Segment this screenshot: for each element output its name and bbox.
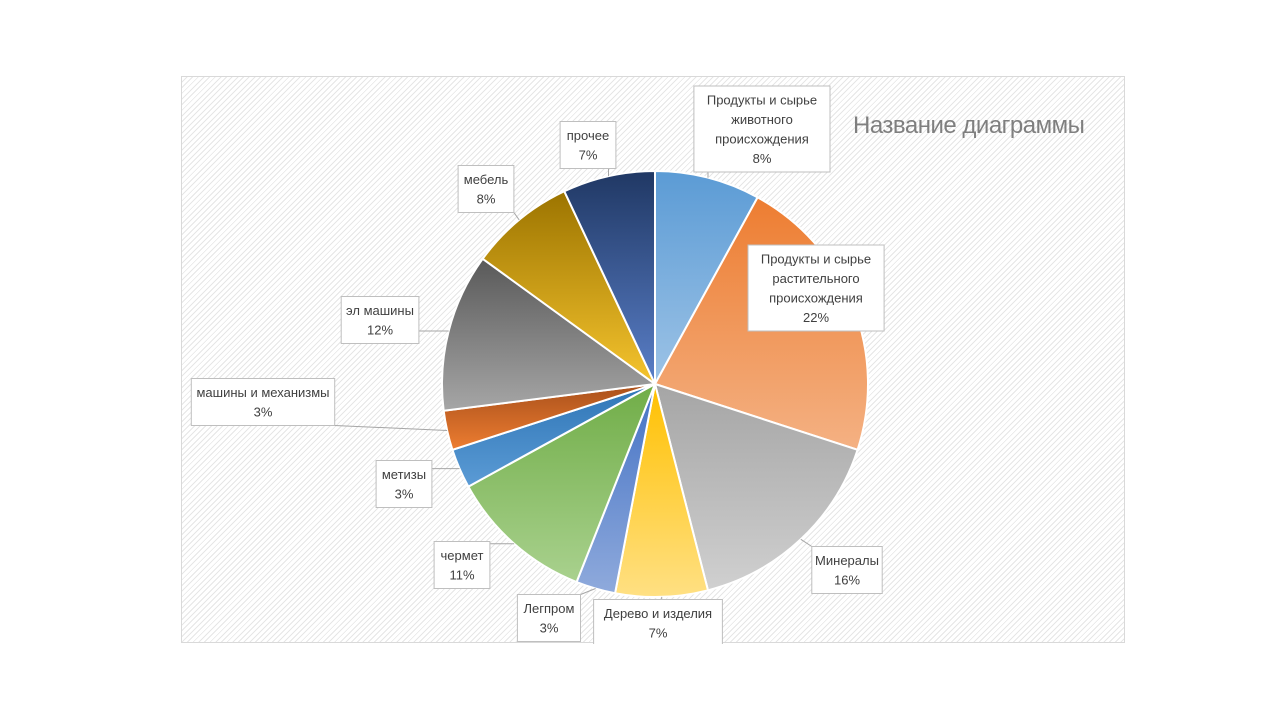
data-label: прочее 7%	[559, 121, 617, 169]
data-label-value: 16%	[834, 572, 860, 587]
data-label-category: растительного	[772, 271, 859, 286]
data-label-value: 3%	[540, 620, 559, 635]
data-label-category: Минералы	[815, 553, 879, 568]
pie-slice	[481, 189, 656, 385]
data-label-category: Дерево и изделия	[604, 606, 712, 621]
data-label: чермет 11%	[433, 541, 491, 589]
data-label-value: 8%	[477, 191, 496, 206]
data-label: метизы 3%	[375, 460, 433, 508]
data-label-box	[811, 546, 883, 594]
data-label-box	[693, 85, 831, 173]
leader-line	[334, 425, 448, 431]
data-label: машины и механизмы 3%	[190, 378, 336, 426]
data-label: Дерево и изделия 7%	[593, 599, 723, 644]
data-label: Минералы 16%	[811, 546, 883, 594]
pie-slice	[562, 169, 656, 385]
data-label-category: Продукты и сырье	[761, 251, 871, 266]
data-label-value: 3%	[254, 404, 273, 419]
data-label-value: 12%	[367, 322, 393, 337]
data-label-box	[457, 165, 515, 213]
data-label-category: Продукты и сырье	[707, 92, 817, 107]
data-label-box	[747, 244, 885, 332]
data-label-category: метизы	[382, 467, 426, 482]
pie-slices	[441, 169, 869, 598]
data-label: мебель 8%	[457, 165, 515, 213]
data-label-category: Легпром	[524, 601, 575, 616]
data-label: Продукты и сырье растительного происхожден…	[747, 244, 885, 332]
chart-area: Продукты и сырье животного происхождения 8%…	[181, 76, 1125, 644]
data-label-box	[516, 594, 581, 642]
data-label-box	[593, 599, 723, 644]
data-label-value: 7%	[649, 625, 668, 640]
data-label-box	[433, 541, 491, 589]
chart-title: Название диаграммы	[853, 112, 1084, 139]
leader-line	[800, 538, 813, 547]
data-labels: Продукты и сырье животного происхождения 8%…	[190, 85, 885, 644]
data-label-box	[340, 296, 420, 344]
leader-line	[513, 212, 520, 221]
data-label-box	[375, 460, 433, 508]
data-label-category: мебель	[464, 172, 509, 187]
data-label: эл машины 12%	[340, 296, 420, 344]
data-label-category: происхождения	[769, 290, 863, 305]
data-label-value: 3%	[395, 486, 414, 501]
data-label-box	[559, 121, 617, 169]
data-label-category: чермет	[441, 548, 484, 563]
pie-slice	[653, 382, 859, 592]
data-label-category: происхождения	[715, 131, 809, 146]
data-label-category: эл машины	[346, 303, 414, 318]
leader-lines	[334, 168, 813, 600]
data-label-value: 11%	[449, 567, 474, 582]
data-label-category: прочее	[567, 128, 609, 143]
data-label-value: 22%	[803, 310, 829, 325]
pie-slice	[654, 169, 759, 385]
data-label-value: 8%	[753, 151, 772, 166]
data-label-category: машины и механизмы	[196, 385, 329, 400]
data-label-category: животного	[731, 112, 793, 127]
data-label-box	[190, 378, 336, 426]
pie-chart: Продукты и сырье животного происхождения 8%…	[190, 85, 1085, 644]
data-label-value: 7%	[579, 147, 598, 162]
data-label: Продукты и сырье животного происхождения 8%	[693, 85, 831, 173]
leader-line	[580, 588, 596, 595]
data-label: Легпром 3%	[516, 594, 581, 642]
pie-slice	[466, 381, 657, 584]
